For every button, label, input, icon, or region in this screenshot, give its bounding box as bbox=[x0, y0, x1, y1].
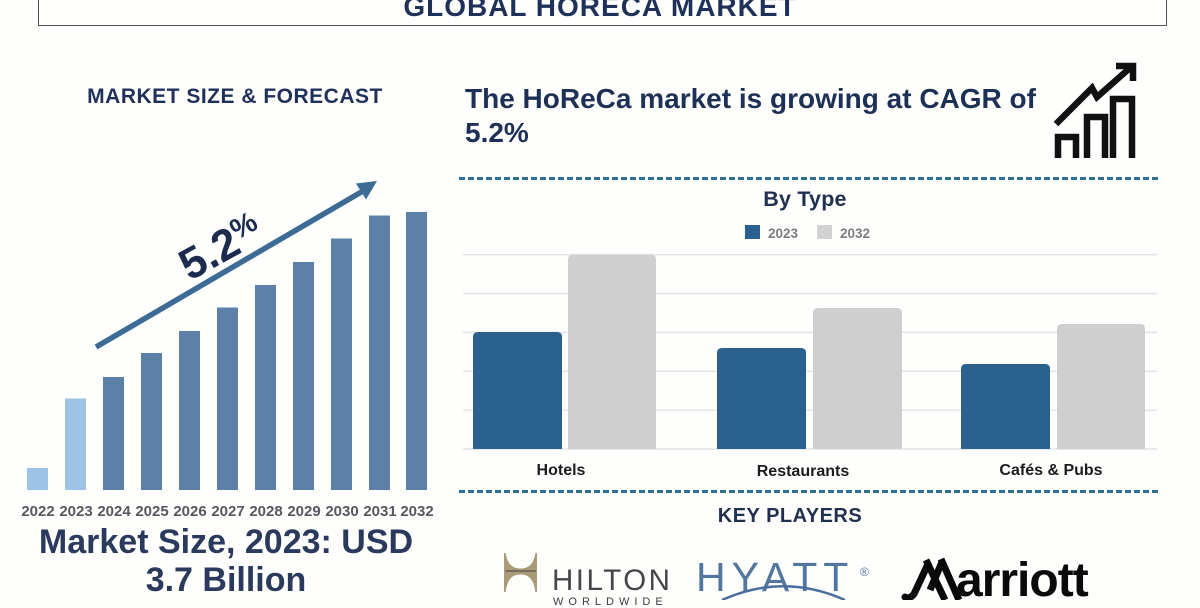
svg-text:Hotels: Hotels bbox=[537, 462, 586, 479]
svg-text:Cafés & Pubs: Cafés & Pubs bbox=[999, 462, 1102, 479]
svg-text:Restaurants: Restaurants bbox=[757, 463, 850, 480]
svg-text:5.2%: 5.2% bbox=[171, 205, 271, 290]
